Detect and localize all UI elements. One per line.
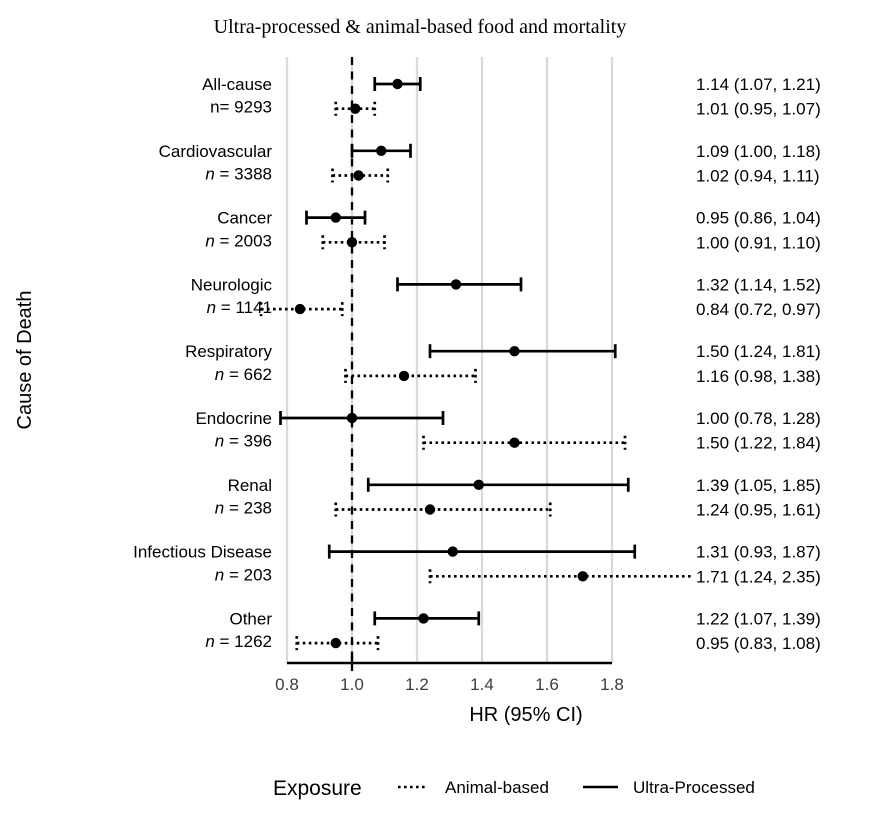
legend-label-animal-based: Animal-based: [445, 778, 549, 797]
point-estimate-marker: [294, 303, 306, 315]
n-label: n = 238: [215, 499, 272, 518]
cause-label: Renal: [228, 476, 272, 495]
point-estimate-marker: [350, 103, 361, 114]
n-label: n = 3388: [205, 165, 272, 184]
hr-value-animal-based: 1.50 (1.22, 1.84): [696, 434, 821, 453]
point-estimate-marker: [353, 170, 364, 181]
point-estimate-marker: [330, 637, 341, 649]
point-estimate-marker: [392, 78, 403, 90]
point-estimate-marker: [418, 613, 429, 624]
x-tick-label: 0.8: [275, 675, 299, 694]
hr-value-ultra-processed: 1.00 (0.78, 1.28): [696, 409, 821, 428]
legend-label-ultra-processed: Ultra-Processed: [633, 778, 755, 797]
hr-value-ultra-processed: 1.39 (1.05, 1.85): [696, 476, 821, 495]
n-label: n= 9293: [210, 98, 272, 117]
point-estimate-marker: [509, 346, 520, 357]
point-estimate-marker: [424, 504, 436, 515]
n-label: n = 2003: [205, 231, 272, 250]
n-label: n = 662: [215, 365, 272, 384]
point-estimate-marker: [346, 412, 358, 424]
hr-value-animal-based: 0.95 (0.83, 1.08): [696, 634, 821, 653]
hr-value-ultra-processed: 1.31 (0.93, 1.87): [696, 543, 821, 562]
hr-value-ultra-processed: 1.50 (1.24, 1.81): [696, 342, 821, 361]
n-label: n = 1262: [205, 632, 272, 651]
hr-value-animal-based: 1.00 (0.91, 1.10): [696, 233, 821, 252]
chart-title: Ultra-processed & animal-based food and …: [214, 16, 627, 38]
hr-value-animal-based: 1.01 (0.95, 1.07): [696, 100, 821, 119]
plot-area: All-cause n= 9293 1.14 (1.07, 1.21) 1.01 (0…: [133, 57, 821, 694]
n-label: n = 203: [215, 565, 272, 584]
point-estimate-marker: [509, 437, 520, 448]
point-estimate-marker: [398, 370, 410, 382]
cause-label: Respiratory: [185, 342, 272, 361]
point-estimate-marker: [447, 546, 458, 557]
legend-title: Exposure: [273, 777, 362, 800]
cause-label: Cancer: [217, 209, 272, 228]
hr-value-animal-based: 1.02 (0.94, 1.11): [696, 167, 820, 186]
point-estimate-marker: [577, 571, 588, 582]
x-tick-label: 1.6: [535, 675, 559, 694]
point-estimate-marker: [450, 279, 462, 290]
legend: Exposure Animal-based Ultra-Processed: [273, 777, 755, 800]
hr-value-ultra-processed: 1.09 (1.00, 1.18): [696, 142, 821, 161]
x-tick-label: 1.4: [470, 675, 494, 694]
hr-value-ultra-processed: 0.95 (0.86, 1.04): [696, 209, 821, 228]
hr-value-ultra-processed: 1.14 (1.07, 1.21): [696, 75, 821, 94]
hr-value-animal-based: 1.24 (0.95, 1.61): [696, 501, 821, 520]
cause-label: All-cause: [202, 75, 272, 94]
point-estimate-marker: [376, 145, 387, 156]
x-tick-label: 1.2: [405, 675, 429, 694]
x-tick-label: 1.8: [600, 675, 624, 694]
cause-label: Infectious Disease: [133, 543, 272, 562]
hr-value-animal-based: 0.84 (0.72, 0.97): [696, 300, 821, 319]
point-estimate-marker: [346, 237, 358, 248]
x-axis-title: HR (95% CI): [469, 704, 582, 726]
hr-value-animal-based: 1.71 (1.24, 2.35): [696, 567, 821, 586]
hr-value-ultra-processed: 1.32 (1.14, 1.52): [696, 275, 821, 294]
n-label: n = 396: [215, 432, 272, 451]
hr-value-ultra-processed: 1.22 (1.07, 1.39): [696, 609, 821, 628]
y-axis-title: Cause of Death: [14, 291, 36, 430]
hr-value-animal-based: 1.16 (0.98, 1.38): [696, 367, 821, 386]
cause-label: Neurologic: [191, 275, 273, 294]
cause-label: Other: [229, 609, 272, 628]
n-label: n = 1141: [207, 298, 272, 317]
cause-label: Endocrine: [195, 409, 272, 428]
point-estimate-marker: [473, 479, 484, 490]
point-estimate-marker: [330, 212, 341, 223]
x-tick-label: 1.0: [340, 675, 364, 694]
cause-label: Cardiovascular: [159, 142, 273, 161]
